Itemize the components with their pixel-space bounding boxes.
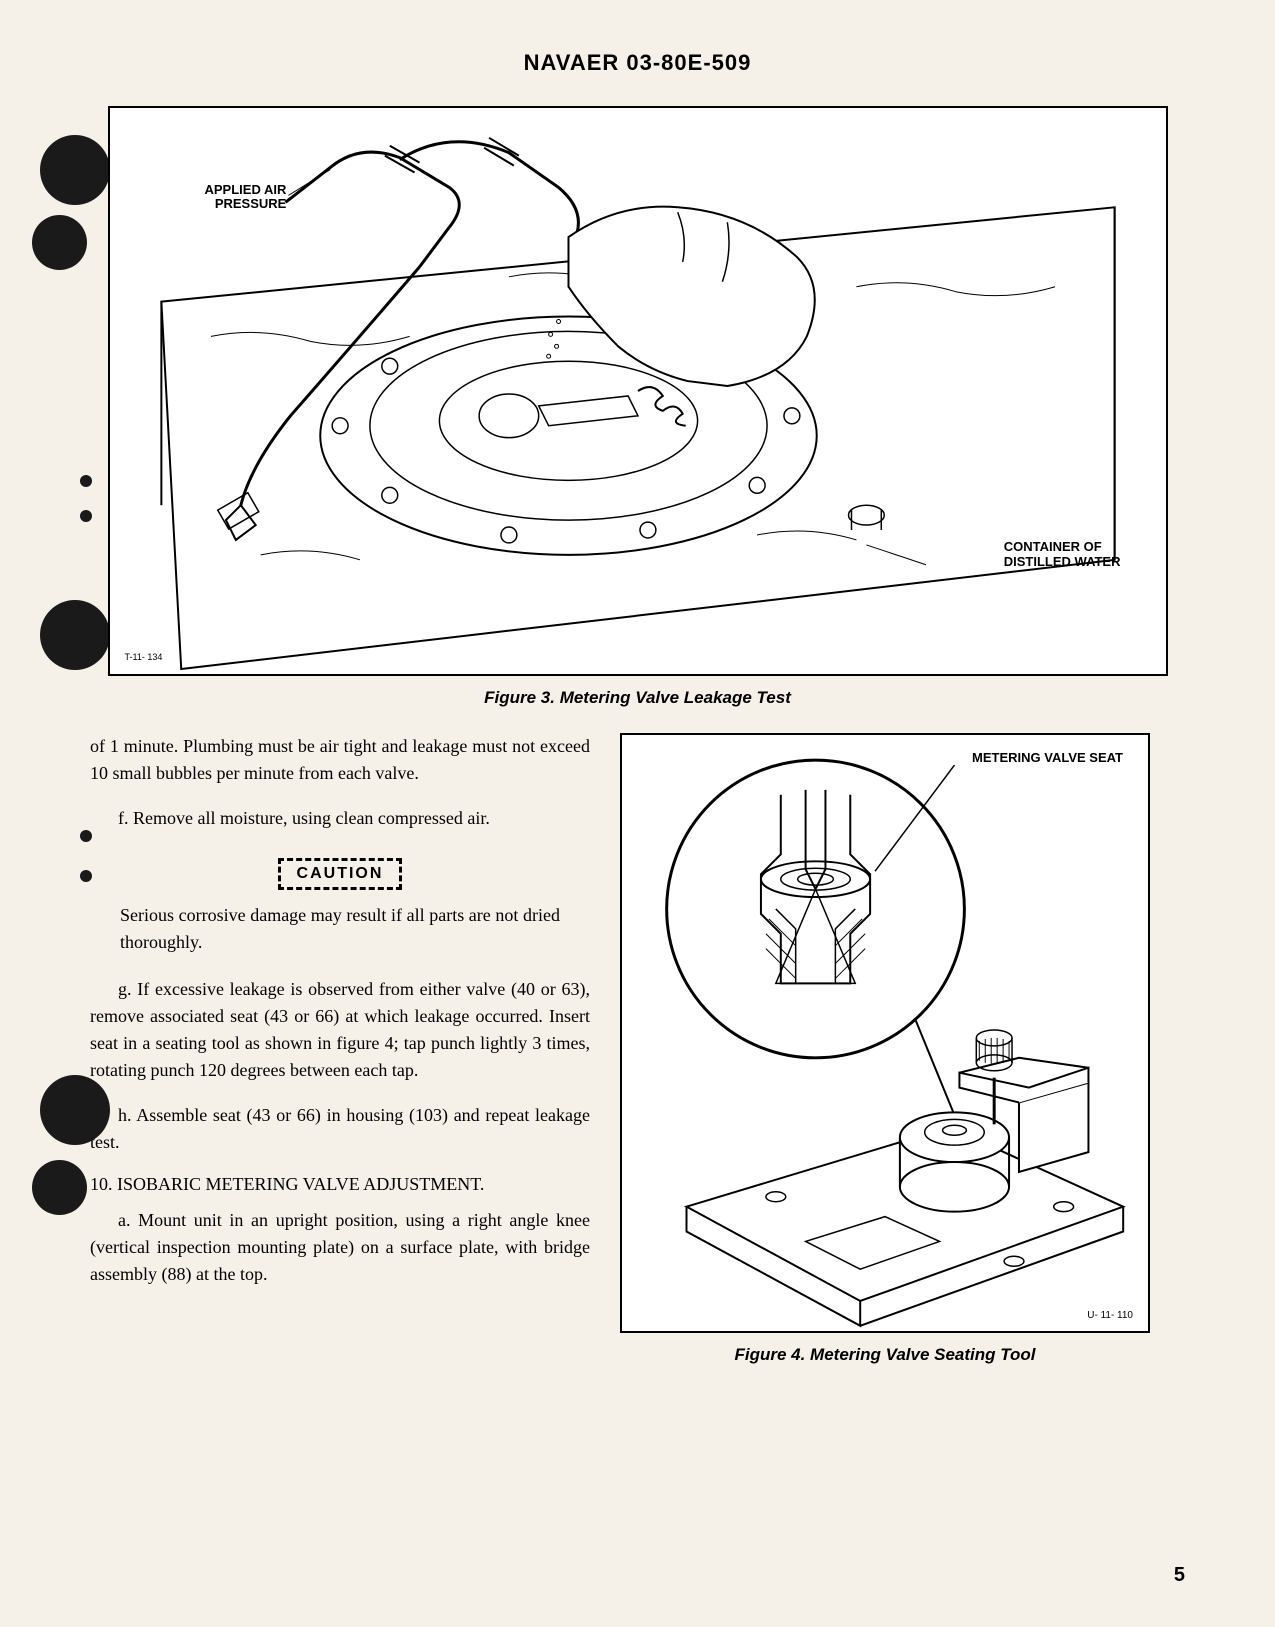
punch-hole [80, 475, 92, 487]
punch-hole [40, 600, 110, 670]
figure-3-drawing-code: T-11- 134 [125, 652, 163, 662]
content-area: of 1 minute. Plumbing must be air tight … [90, 733, 1185, 1365]
figure-3-caption: Figure 3. Metering Valve Leakage Test [90, 688, 1185, 708]
figure-3-container: APPLIED AIR PRESSURE CONTAINER OF DISTIL… [108, 106, 1168, 676]
figure-4-illustration [622, 735, 1148, 1331]
right-column: METERING VALVE SEAT U- 11- 110 Figure 4.… [620, 733, 1150, 1365]
figure-3-label-air: APPLIED AIR PRESSURE [205, 183, 287, 212]
para-f: f. Remove all moisture, using clean comp… [90, 805, 590, 832]
figure-3-label-water: CONTAINER OF DISTILLED WATER [1004, 540, 1121, 569]
punch-hole [32, 1160, 87, 1215]
para-continuation: of 1 minute. Plumbing must be air tight … [90, 733, 590, 787]
para-h: h. Assemble seat (43 or 66) in housing (… [90, 1102, 590, 1156]
left-column: of 1 minute. Plumbing must be air tight … [90, 733, 590, 1365]
section-10-heading: 10. ISOBARIC METERING VALVE ADJUSTMENT. [90, 1174, 590, 1195]
figure-4-label-seat: METERING VALVE SEAT [972, 750, 1123, 765]
caution-text: Serious corrosive damage may result if a… [120, 902, 560, 956]
figure-4-container: METERING VALVE SEAT U- 11- 110 [620, 733, 1150, 1333]
punch-hole [80, 870, 92, 882]
punch-hole [80, 510, 92, 522]
page-number: 5 [1174, 1564, 1185, 1587]
page-header: NAVAER 03-80E-509 [90, 50, 1185, 76]
para-g: g. If excessive leakage is observed from… [90, 976, 590, 1084]
punch-hole [80, 830, 92, 842]
punch-hole [32, 215, 87, 270]
punch-hole [40, 135, 110, 205]
punch-hole [40, 1075, 110, 1145]
caution-box: CAUTION [278, 858, 403, 890]
para-10a: a. Mount unit in an upright position, us… [90, 1207, 590, 1288]
figure-4-drawing-code: U- 11- 110 [1087, 1310, 1133, 1321]
caution-wrapper: CAUTION [90, 850, 590, 902]
figure-4-caption: Figure 4. Metering Valve Seating Tool [620, 1345, 1150, 1365]
